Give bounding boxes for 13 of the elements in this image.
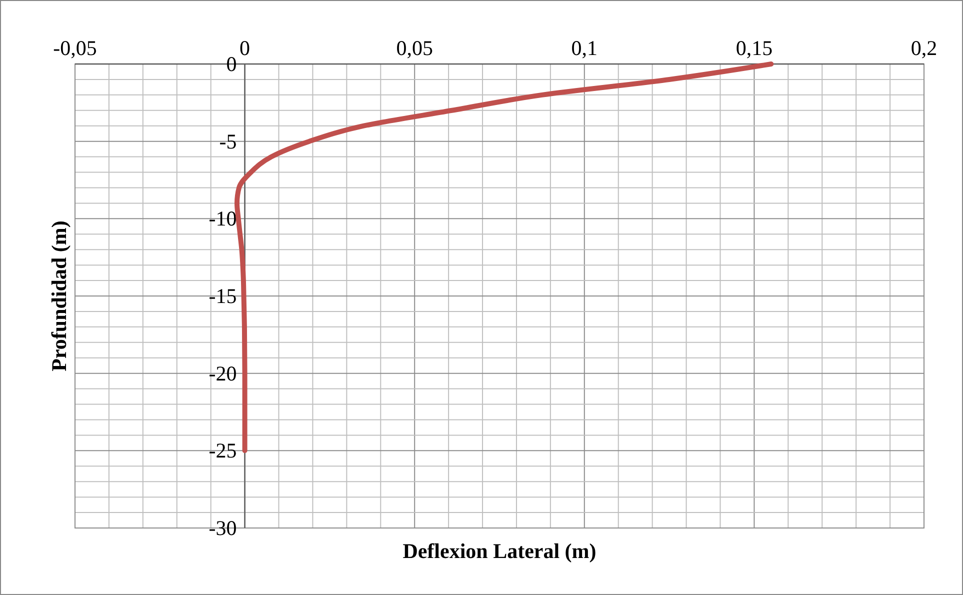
x-tick-label: 0,05 (396, 36, 433, 60)
y-tick-label: -10 (208, 206, 237, 231)
x-tick-label: 0,15 (736, 36, 773, 60)
y-tick-label: -30 (208, 516, 237, 540)
y-tick-label: -25 (208, 438, 237, 463)
x-tick-label: 0,1 (571, 36, 598, 60)
y-tick-label: -5 (219, 129, 237, 154)
y-tick-label: -20 (208, 361, 237, 386)
y-axis-title: Profundidad (m) (47, 220, 71, 372)
y-tick-label: -15 (208, 284, 237, 308)
x-tick-label: -0,05 (53, 36, 97, 60)
x-axis-title: Deflexion Lateral (m) (402, 539, 596, 563)
x-tick-label: 0,2 (910, 36, 938, 60)
